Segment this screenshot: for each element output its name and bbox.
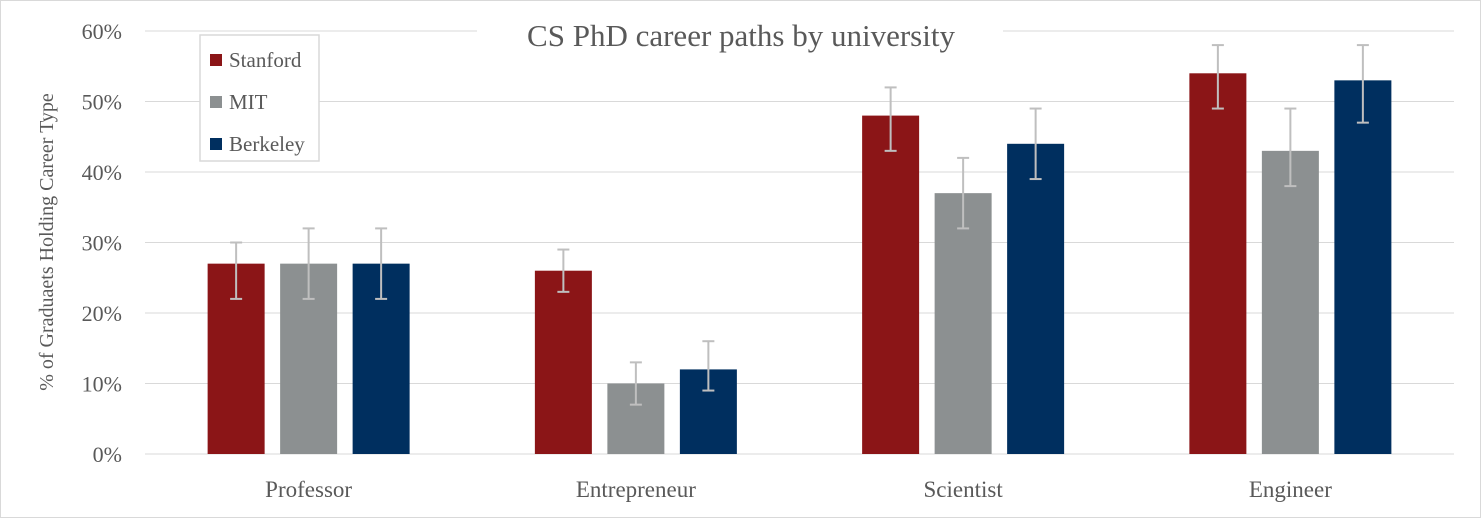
bar-stanford-scientist: [862, 115, 920, 454]
error-bars: [230, 44, 1369, 406]
bars: [207, 73, 1392, 455]
error-bar-stanford-engineer: [1211, 44, 1224, 110]
legend-swatch-stanford: [210, 54, 222, 66]
error-bar-mit-scientist: [957, 156, 970, 230]
gridlines: [145, 30, 1454, 455]
bar-stanford-entrepreneur: [534, 270, 592, 454]
chart-title: CS PhD career paths by university: [527, 18, 955, 53]
bar-berkeley-engineer: [1334, 80, 1392, 454]
y-tick-label-40: 40%: [82, 160, 122, 185]
x-category-label-professor: Professor: [265, 477, 352, 502]
x-category-label-engineer: Engineer: [1249, 477, 1332, 502]
bar-mit-scientist: [934, 193, 992, 454]
legend-item-mit: MIT: [210, 90, 268, 114]
y-tick-label-20: 20%: [82, 301, 122, 326]
x-category-label-entrepreneur: Entrepreneur: [576, 477, 696, 502]
legend: Stanford MIT Berkeley: [199, 34, 320, 162]
x-axis-categories: Professor Entrepreneur Scientist Engineer: [265, 477, 1332, 502]
bar-stanford-engineer: [1189, 73, 1247, 455]
x-category-label-scientist: Scientist: [924, 477, 1004, 502]
y-axis-ticks: 0% 10% 20% 30% 40% 50% 60%: [82, 19, 122, 467]
legend-swatch-berkeley: [210, 138, 222, 150]
legend-label-stanford: Stanford: [229, 48, 302, 72]
error-bar-berkeley-entrepreneur: [702, 340, 715, 392]
error-bar-berkeley-professor: [375, 227, 388, 300]
error-bar-mit-professor: [302, 227, 315, 300]
bar-berkeley-scientist: [1007, 143, 1065, 455]
title-group: CS PhD career paths by university: [477, 16, 1003, 56]
legend-swatch-mit: [210, 96, 222, 108]
y-tick-label-0: 0%: [93, 442, 122, 467]
legend-label-berkeley: Berkeley: [229, 132, 305, 156]
y-tick-label-60: 60%: [82, 19, 122, 44]
error-bar-stanford-scientist: [884, 86, 897, 152]
y-tick-label-50: 50%: [82, 90, 122, 115]
y-tick-label-10: 10%: [82, 372, 122, 397]
legend-item-berkeley: Berkeley: [210, 132, 305, 156]
y-tick-label-30: 30%: [82, 231, 122, 256]
legend-label-mit: MIT: [229, 90, 268, 114]
chart-title-background: [477, 16, 1003, 56]
bar-mit-engineer: [1261, 150, 1319, 454]
error-bar-berkeley-scientist: [1029, 107, 1042, 181]
y-axis-title: % of Graduaets Holding Career Type: [36, 93, 58, 391]
legend-item-stanford: Stanford: [210, 48, 302, 72]
error-bar-stanford-entrepreneur: [557, 248, 570, 293]
error-bar-mit-entrepreneur: [629, 361, 642, 406]
error-bar-mit-engineer: [1284, 107, 1297, 188]
error-bar-stanford-professor: [230, 241, 243, 300]
error-bar-berkeley-engineer: [1356, 44, 1369, 124]
